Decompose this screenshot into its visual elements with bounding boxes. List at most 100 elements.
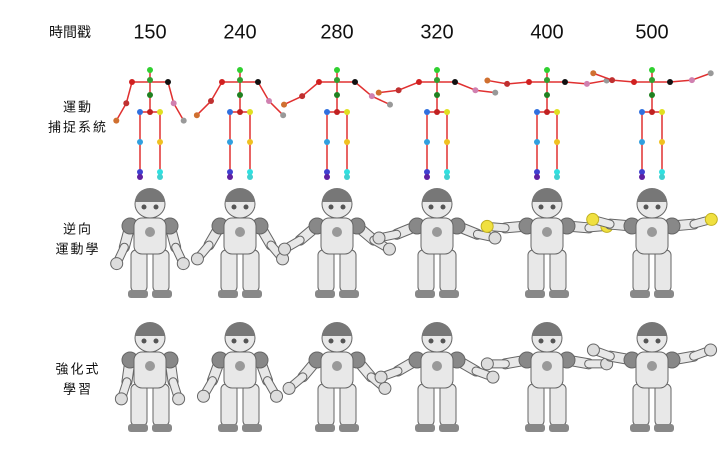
joint (375, 89, 382, 96)
bone (125, 81, 133, 104)
joint (344, 174, 350, 180)
bone (301, 81, 320, 97)
robot-leg (152, 249, 170, 293)
row-label: 逆向 (63, 222, 93, 238)
bone (475, 89, 496, 94)
joint (688, 77, 695, 84)
joint (534, 139, 540, 145)
robot-hand (114, 392, 128, 406)
joint (324, 174, 330, 180)
robot-leg (439, 249, 457, 293)
robot-eye (340, 204, 346, 210)
robot-eye (328, 204, 334, 210)
robot-hand (586, 212, 600, 226)
robot-hand (374, 370, 388, 384)
robot-leg (549, 249, 567, 293)
bone (210, 81, 223, 102)
robot-foot (630, 290, 650, 298)
robot-hand (378, 381, 392, 395)
joint (544, 92, 550, 98)
robot-leg (152, 383, 170, 427)
robot (190, 188, 290, 298)
joint (590, 70, 597, 77)
robot-foot (315, 290, 335, 298)
robot-hand (480, 219, 494, 233)
bone (196, 100, 212, 116)
robot-eye (428, 338, 434, 344)
joint (247, 139, 253, 145)
joint (395, 87, 402, 94)
robot-eye (440, 338, 446, 344)
robot-foot (630, 424, 650, 432)
bone (173, 102, 185, 121)
robot-foot (654, 424, 674, 432)
robot (586, 322, 718, 432)
joint (324, 139, 330, 145)
robot-eye (141, 338, 147, 344)
robot-leg (130, 249, 148, 293)
robot-foot (525, 424, 545, 432)
robot-leg (527, 383, 545, 427)
robot-hand (382, 242, 396, 256)
robot-chest (647, 361, 657, 371)
robot-hand (278, 242, 292, 256)
bone (669, 79, 692, 83)
robot-head-top (225, 188, 255, 202)
bone (167, 81, 175, 104)
joint (334, 77, 340, 83)
robot (282, 322, 392, 432)
robot-head-top (322, 188, 352, 202)
skeleton (375, 67, 499, 180)
joint (352, 79, 358, 85)
joint (583, 80, 590, 87)
bone (593, 72, 613, 81)
robot-foot (439, 290, 459, 298)
joint (526, 79, 532, 85)
joint (227, 169, 233, 175)
joint (219, 79, 225, 85)
robot-foot (218, 424, 238, 432)
joint (227, 139, 233, 145)
joint (534, 109, 540, 115)
robot-eye (538, 338, 544, 344)
robot-head-top (322, 322, 352, 336)
bone (371, 95, 391, 106)
robot-leg (339, 249, 357, 293)
joint (639, 169, 645, 175)
joint (147, 67, 153, 73)
joint (667, 79, 673, 85)
joint (639, 109, 645, 115)
robot-hand (196, 389, 210, 403)
robot-eye (428, 204, 434, 210)
joint (123, 100, 130, 107)
robot-chest (332, 227, 342, 237)
robot-head-top (225, 322, 255, 336)
bone (507, 81, 530, 85)
joint (227, 174, 233, 180)
robot-chest (145, 227, 155, 237)
robot (196, 322, 284, 432)
joint (247, 174, 253, 180)
robot-hand (172, 392, 186, 406)
robot-foot (128, 424, 148, 432)
robot-foot (339, 424, 359, 432)
joint (492, 89, 499, 96)
robot-chest (542, 227, 552, 237)
joint (237, 92, 243, 98)
robot-eye (643, 338, 649, 344)
robot-head-top (532, 188, 562, 202)
joint (193, 112, 200, 119)
joint (165, 79, 171, 85)
joint (554, 169, 560, 175)
joint (266, 98, 272, 105)
joint (247, 109, 253, 115)
bone (268, 100, 284, 116)
joint (316, 79, 322, 85)
robot-eye (153, 204, 159, 210)
joint (324, 169, 330, 175)
robot-foot (218, 290, 238, 298)
joint (368, 93, 375, 100)
bone (398, 81, 420, 91)
joint (534, 169, 540, 175)
robot-eye (550, 204, 556, 210)
